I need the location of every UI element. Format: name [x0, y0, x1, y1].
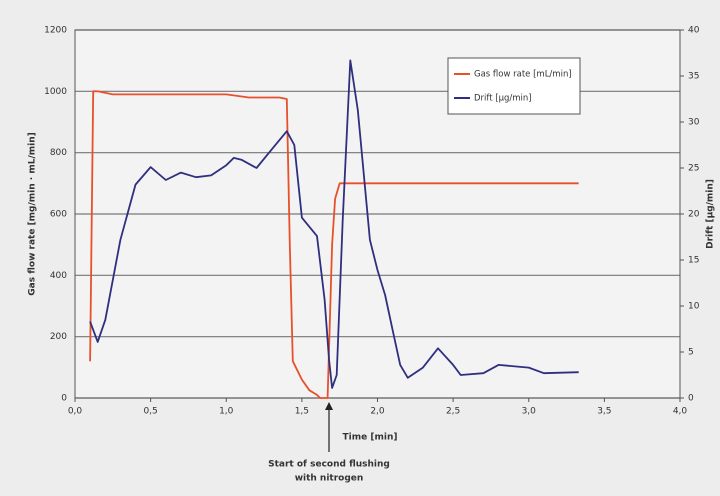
- plot-frame: [74, 29, 681, 399]
- legend-box: [447, 57, 581, 115]
- annotation: Start of second flushing: [268, 460, 390, 470]
- x-tick-label: 3,0: [522, 407, 537, 417]
- y-tick-label: 1200: [44, 26, 67, 36]
- y2-tick-label: 40: [688, 26, 700, 36]
- annotation: with nitrogen: [295, 474, 364, 484]
- y-tick-label: 800: [50, 148, 67, 158]
- y-tick-label: 600: [50, 210, 67, 220]
- y-axis-label: Gas flow rate [mg/min · mL/min]: [28, 132, 38, 295]
- annotation-arrowhead: [325, 402, 333, 410]
- legend-label: Drift [µg/min]: [474, 94, 532, 104]
- y2-tick-label: 30: [688, 118, 700, 128]
- series-line: [89, 90, 579, 399]
- x-tick-label: 2,0: [370, 407, 385, 417]
- y-tick-label: 1000: [44, 87, 67, 97]
- y2-tick-label: 20: [688, 210, 700, 220]
- x-axis-label: Time [min]: [343, 433, 398, 443]
- y2-tick-label: 5: [688, 348, 694, 358]
- y-tick-label: 0: [61, 394, 67, 404]
- x-tick-label: 0,5: [143, 407, 157, 417]
- x-tick-label: 3,5: [597, 407, 611, 417]
- y-tick-label: 400: [50, 271, 67, 281]
- x-tick-label: 1,0: [219, 407, 234, 417]
- legend-label: Gas flow rate [mL/min]: [474, 70, 572, 80]
- y-tick-label: 200: [50, 332, 67, 342]
- x-tick-label: 4,0: [673, 407, 688, 417]
- x-tick-label: 2,5: [446, 407, 460, 417]
- y2-tick-label: 35: [688, 72, 699, 82]
- y2-tick-label: 25: [688, 164, 699, 174]
- x-tick-label: 0,0: [68, 407, 83, 417]
- y2-tick-label: 15: [688, 256, 699, 266]
- series-line: [89, 59, 579, 389]
- y2-tick-label: 0: [688, 394, 694, 404]
- y2-axis-label: Drift [µg/min]: [706, 179, 716, 249]
- x-tick-label: 1,5: [295, 407, 309, 417]
- y2-tick-label: 10: [688, 302, 700, 312]
